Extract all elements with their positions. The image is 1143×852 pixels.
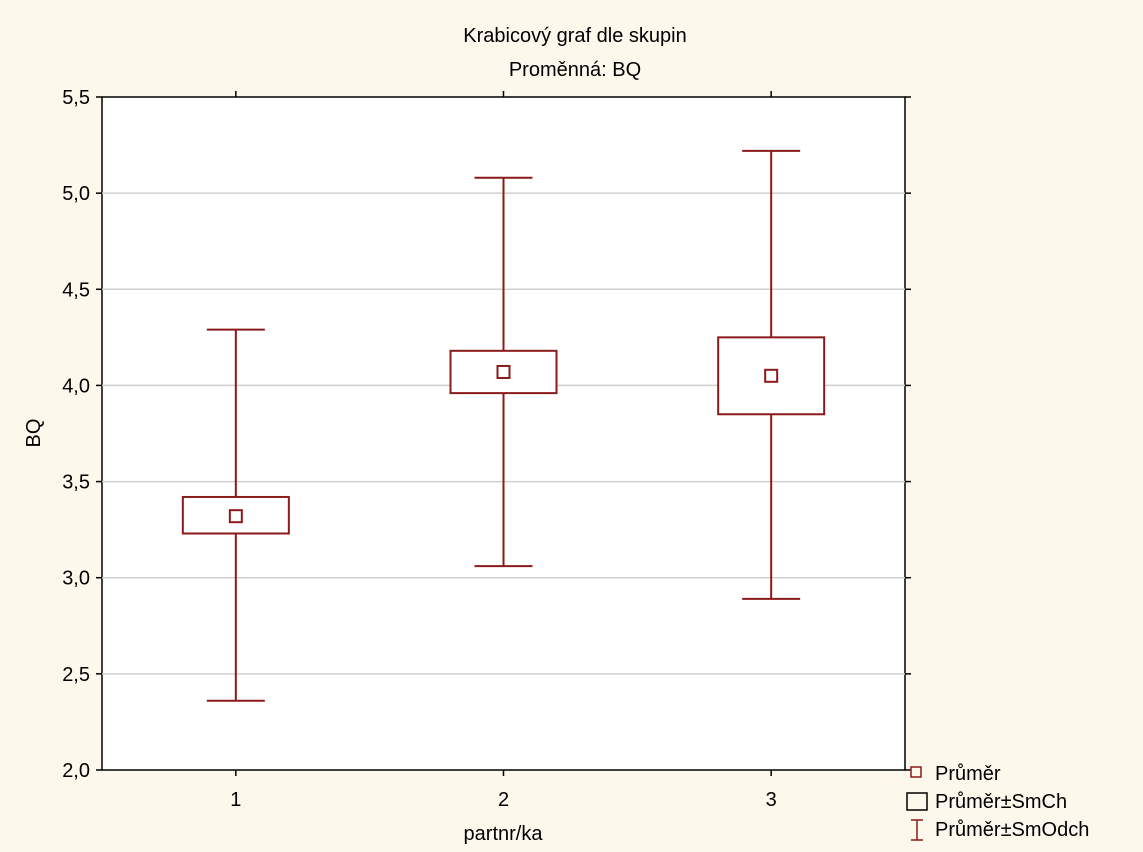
y-tick-label: 2,5 (62, 664, 90, 686)
legend-label-sd: Průměr±SmOdch (935, 819, 1089, 841)
chart-subtitle: Proměnná: BQ (509, 59, 641, 81)
se-box (717, 336, 826, 416)
y-tick-label: 2,0 (62, 760, 90, 782)
y-tick-label: 4,0 (62, 375, 90, 397)
se-box (181, 495, 290, 535)
y-tick-label: 4,5 (62, 279, 90, 301)
mean-marker (764, 368, 779, 383)
se-box (449, 349, 558, 395)
legend-mean-marker (910, 766, 922, 778)
y-tick-label: 3,5 (62, 472, 90, 494)
x-tick-label: 3 (766, 789, 777, 811)
chart-title: Krabicový graf dle skupin (463, 25, 686, 47)
x-axis-label: partnr/ka (464, 823, 544, 845)
x-tick-label: 2 (498, 789, 509, 811)
box-series (181, 149, 826, 702)
legend-label-se: Průměr±SmCh (935, 791, 1067, 813)
legend-label-mean: Průměr (935, 763, 1001, 785)
legend-item-se: Průměr±SmCh (906, 791, 1067, 813)
y-tick-label: 3,0 (62, 568, 90, 590)
y-tick-label: 5,5 (62, 87, 90, 109)
legend-item-mean: Průměr (910, 763, 1001, 785)
mean-marker (228, 509, 243, 524)
legend-se-box (906, 792, 928, 811)
legend-item-sd: Průměr±SmOdch (911, 819, 1089, 841)
y-axis-ticks: 2,0 2,5 3,0 3,5 4,0 4,5 5,0 5,5 (62, 87, 911, 782)
box-group-1 (181, 328, 290, 702)
x-tick-label: 1 (230, 789, 241, 811)
box-group-2 (449, 176, 558, 568)
legend: Průměr Průměr±SmCh Průměr±SmOdch (906, 763, 1089, 841)
y-tick-label: 5,0 (62, 183, 90, 205)
box-group-3 (717, 149, 826, 600)
legend-sd-whisker (911, 819, 923, 841)
y-axis-label: BQ (23, 419, 45, 448)
x-axis-ticks: 1 2 3 (230, 91, 777, 811)
mean-marker (496, 364, 511, 379)
